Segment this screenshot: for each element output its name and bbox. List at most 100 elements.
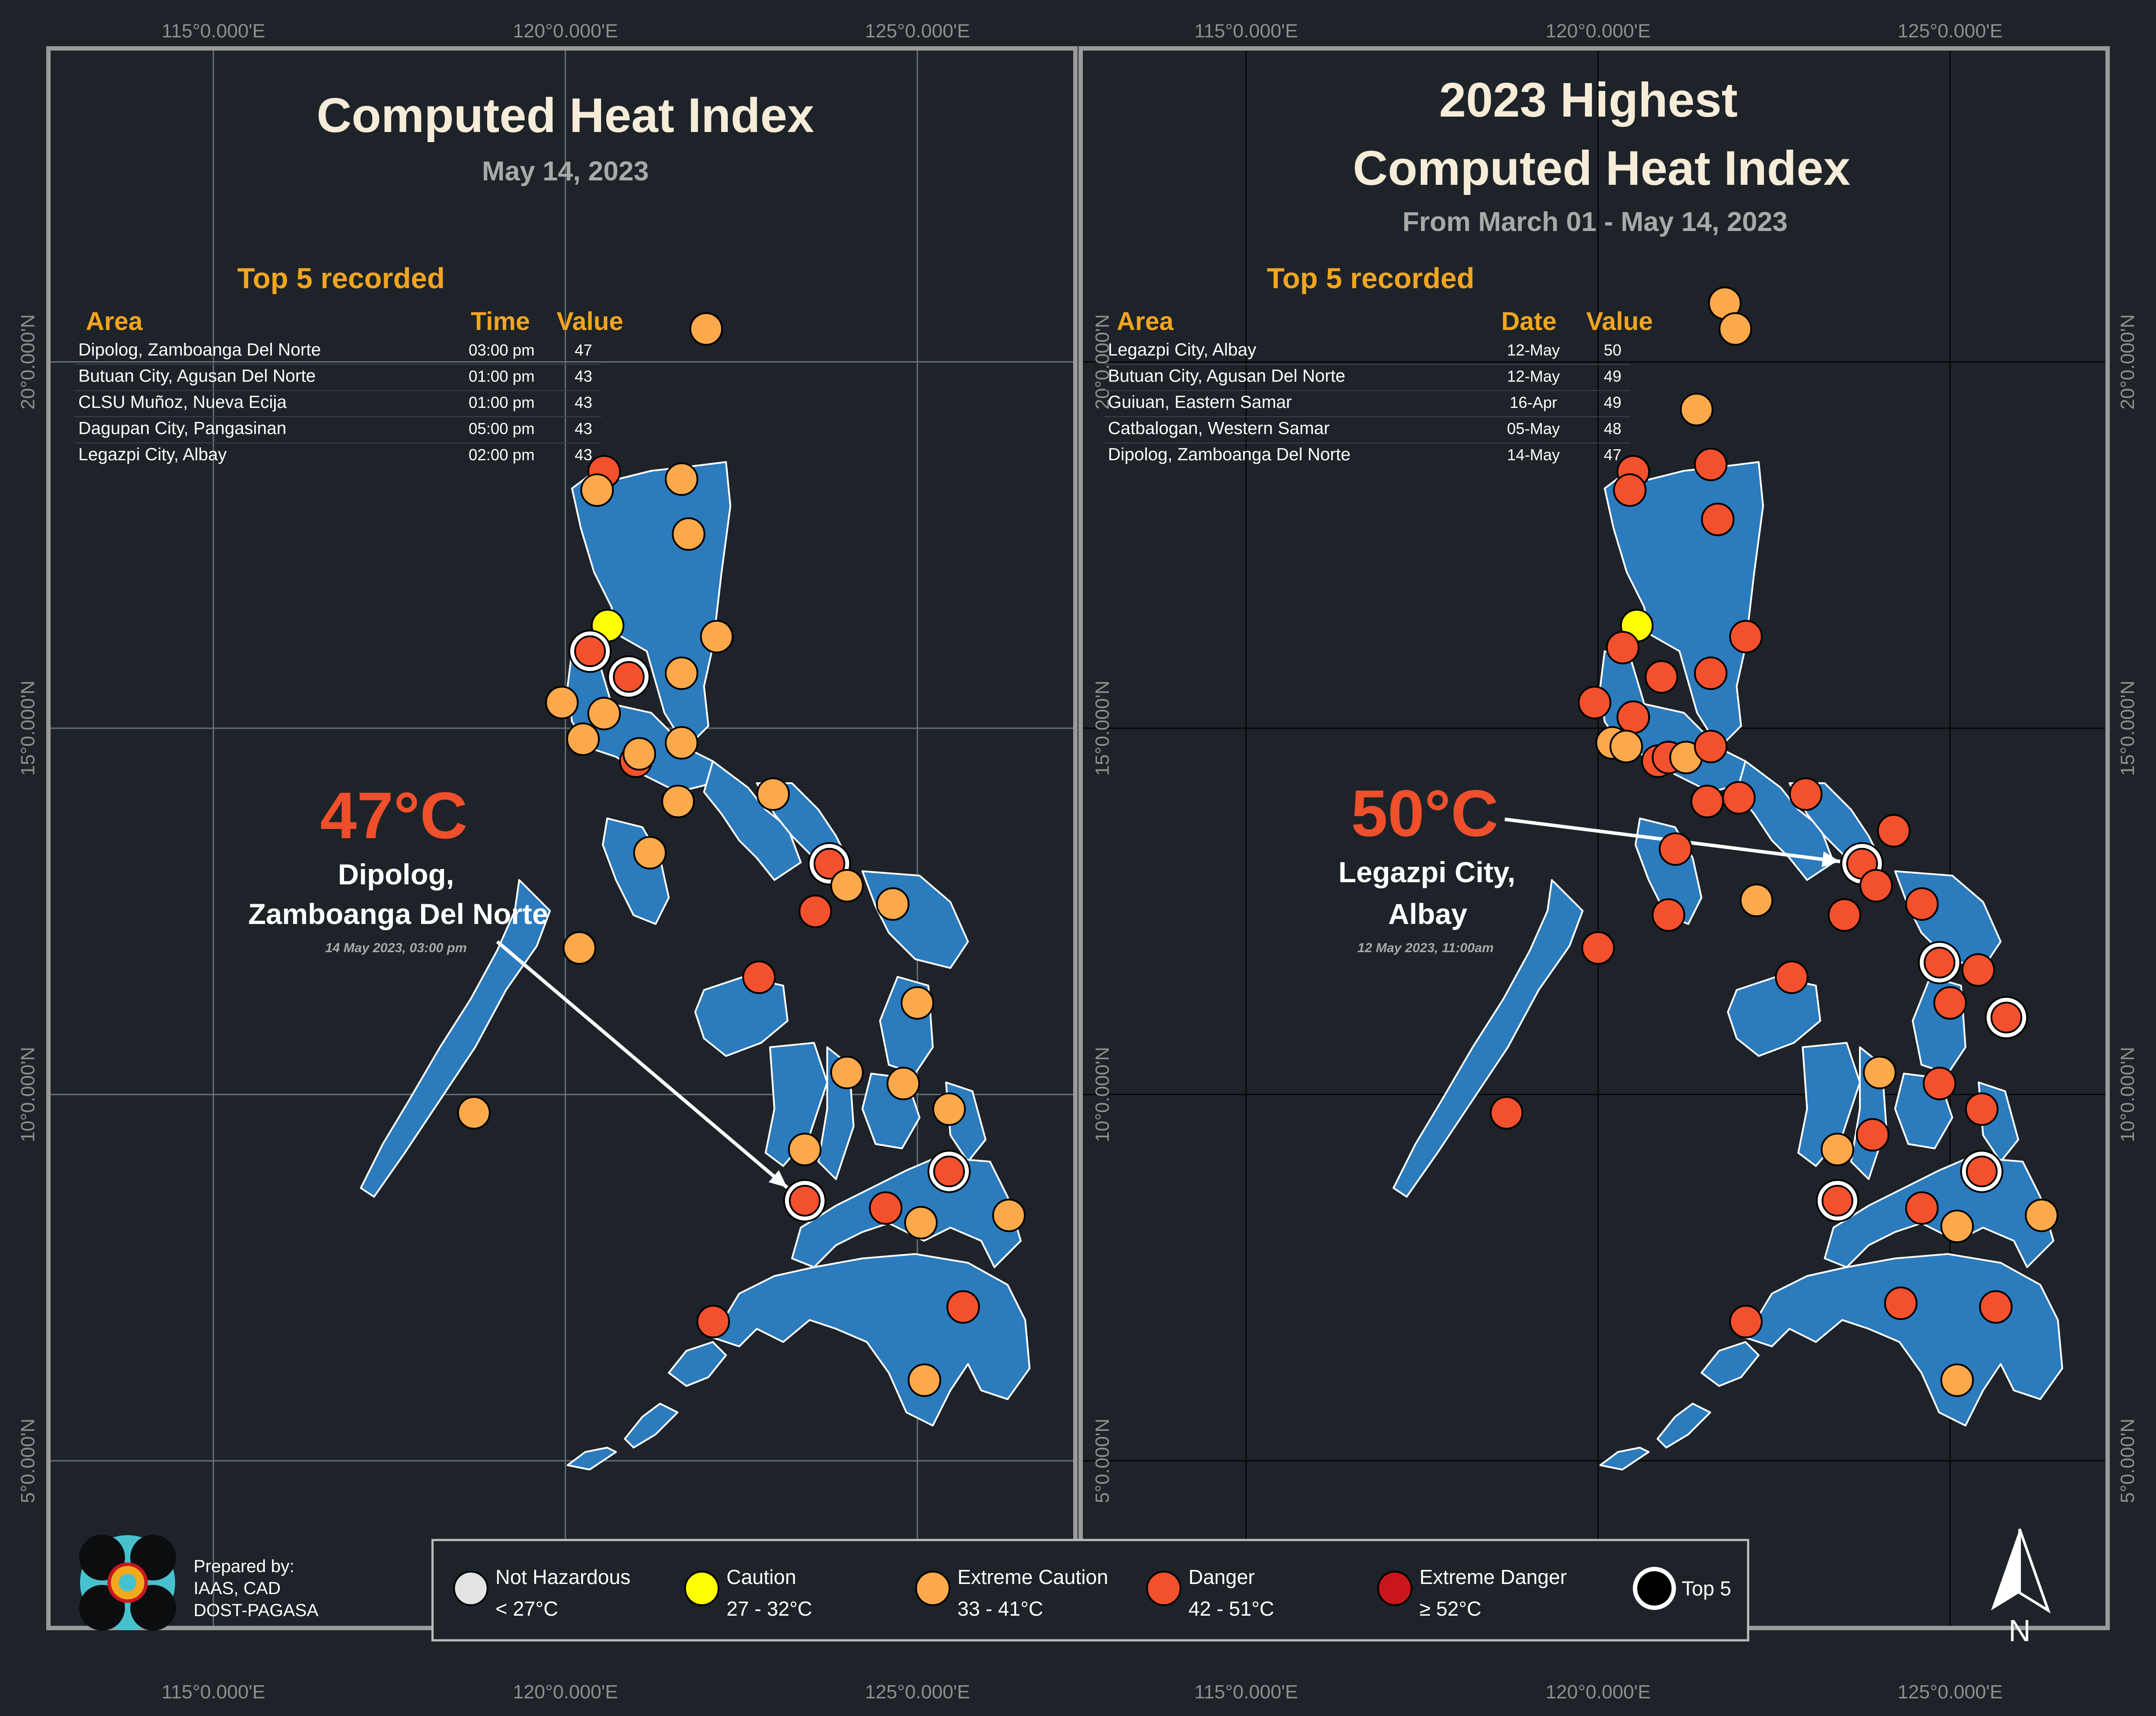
legend-label: Danger: [1188, 1566, 1255, 1588]
table-cell-value: 43: [575, 367, 592, 385]
station-marker: [1490, 1096, 1523, 1130]
right-latitude-label: 15°0.000'N: [2117, 681, 2138, 776]
left-header-time: Time: [471, 307, 530, 336]
mid-latitude-label: 10°0.000'N: [1092, 1047, 1113, 1142]
station-marker: [756, 777, 790, 811]
right-header-date: Date: [1501, 307, 1557, 336]
station-marker: [1979, 1290, 2013, 1324]
table-cell-value: 43: [575, 420, 592, 438]
graticule-labels: 115°0.000'E 120°0.000'E 125°0.000'E 115°0.0…: [17, 20, 2138, 1703]
station-marker-top5: [1924, 946, 1955, 979]
station-marker: [904, 1206, 938, 1239]
credits-line3: DOST-PAGASA: [194, 1601, 319, 1620]
credits-line1: Prepared by:: [194, 1557, 294, 1576]
legend-label: Extreme Caution: [957, 1566, 1108, 1588]
right-title-line2: Computed Heat Index: [1353, 141, 1851, 195]
station-marker: [1617, 700, 1650, 734]
station-marker: [932, 1092, 966, 1126]
station-marker: [580, 473, 614, 507]
station-marker: [566, 722, 600, 756]
station-marker: [697, 1305, 730, 1338]
legend-box: [431, 1539, 1749, 1642]
right-latitude-label: 20°0.000'N: [2117, 314, 2138, 410]
table-cell-time: 03:00 pm: [469, 341, 535, 359]
station-marker: [830, 1056, 864, 1089]
station-marker: [742, 961, 776, 994]
left-header-area: Area: [86, 307, 143, 336]
station-marker: [788, 1133, 821, 1166]
mid-latitude-label: 15°0.000'N: [1092, 681, 1113, 776]
station-marker: [1606, 631, 1639, 664]
station-marker: [887, 1067, 920, 1100]
station-marker: [545, 686, 579, 719]
station-marker: [672, 517, 705, 551]
station-marker-top5: [574, 635, 606, 667]
station-marker: [1905, 1191, 1939, 1225]
station-marker: [876, 887, 909, 921]
station-marker: [1729, 620, 1763, 653]
table-cell-value: 50: [1604, 341, 1621, 359]
legend-symbol-caution: [684, 1571, 719, 1606]
pagasa-logo: [79, 1535, 176, 1631]
table-cell-area: Dipolog, Zamboanga Del Norte: [78, 340, 321, 359]
bottom-longitude-label: 120°0.000'E: [1546, 1681, 1651, 1703]
station-marker: [1965, 1092, 1998, 1126]
station-marker: [799, 895, 832, 928]
table-cell-time: 05:00 pm: [469, 420, 535, 438]
right-latitude-label: 5°0.000'N: [2117, 1419, 2138, 1503]
station-marker: [1962, 953, 1995, 987]
station-marker: [633, 836, 667, 870]
table-cell-date: 16-Apr: [1510, 393, 1557, 411]
station-marker-top5: [1822, 1184, 1853, 1217]
legend-symbol-not-hazardous: [453, 1571, 488, 1606]
left-latitude-label: 20°0.000'N: [17, 314, 39, 410]
legend-range: 42 - 51°C: [1188, 1597, 1274, 1620]
right-header-area: Area: [1117, 307, 1174, 336]
left-highlight-line2: Zamboanga Del Norte: [248, 898, 548, 930]
table-cell-area: CLSU Muñoz, Nueva Ecija: [78, 392, 287, 412]
bottom-longitude-label: 125°0.000'E: [865, 1681, 970, 1703]
right-highlight-line2: Albay: [1388, 898, 1467, 930]
station-marker: [689, 312, 723, 346]
station-marker: [1722, 781, 1756, 815]
left-latitude-label: 5°0.000'N: [17, 1419, 39, 1503]
table-cell-value: 47: [1604, 446, 1621, 464]
bottom-longitude-label: 115°0.000'E: [1194, 1681, 1298, 1703]
station-marker: [1610, 730, 1643, 763]
table-cell-date: 12-May: [1507, 367, 1560, 385]
station-marker: [1701, 502, 1734, 536]
table-cell-value: 43: [575, 446, 592, 464]
station-marker-top5: [613, 661, 645, 693]
left-header-value: Value: [557, 307, 623, 336]
right-subtitle: From March 01 - May 14, 2023: [1402, 207, 1787, 237]
station-marker: [457, 1096, 491, 1130]
station-marker: [1905, 887, 1939, 921]
legend-range: < 27°C: [495, 1597, 558, 1620]
top-longitude-label: 120°0.000'E: [513, 20, 618, 42]
credits-line2: IAAS, CAD: [194, 1579, 281, 1598]
top-longitude-label: 125°0.000'E: [1898, 20, 2003, 42]
left-leader-arrow-head: [768, 1170, 787, 1188]
station-marker: [946, 1290, 980, 1324]
station-marker: [1828, 898, 1861, 932]
legend-label: Not Hazardous: [495, 1566, 631, 1588]
table-cell-area: Butuan City, Agusan Del Norte: [78, 367, 316, 386]
station-marker: [1613, 473, 1646, 507]
table-cell-time: 01:00 pm: [469, 367, 535, 385]
station-marker: [1578, 686, 1611, 719]
station-marker: [901, 986, 934, 1020]
station-marker: [1856, 1118, 1889, 1152]
station-marker-top5: [1966, 1155, 1998, 1188]
table-cell-area: Legazpi City, Albay: [78, 445, 227, 464]
station-marker: [661, 785, 695, 818]
legend-range: ≥ 52°C: [1419, 1597, 1481, 1620]
station-marker: [2025, 1199, 2058, 1232]
station-marker: [1940, 1210, 1974, 1243]
table-cell-time: 02:00 pm: [469, 446, 535, 464]
station-marker: [1694, 447, 1727, 481]
table-cell-area: Dagupan City, Pangasinan: [78, 419, 286, 438]
left-subtitle: May 14, 2023: [482, 156, 649, 187]
legend-symbol-top5: [1633, 1567, 1676, 1610]
legend-symbol-danger: [1146, 1571, 1181, 1606]
